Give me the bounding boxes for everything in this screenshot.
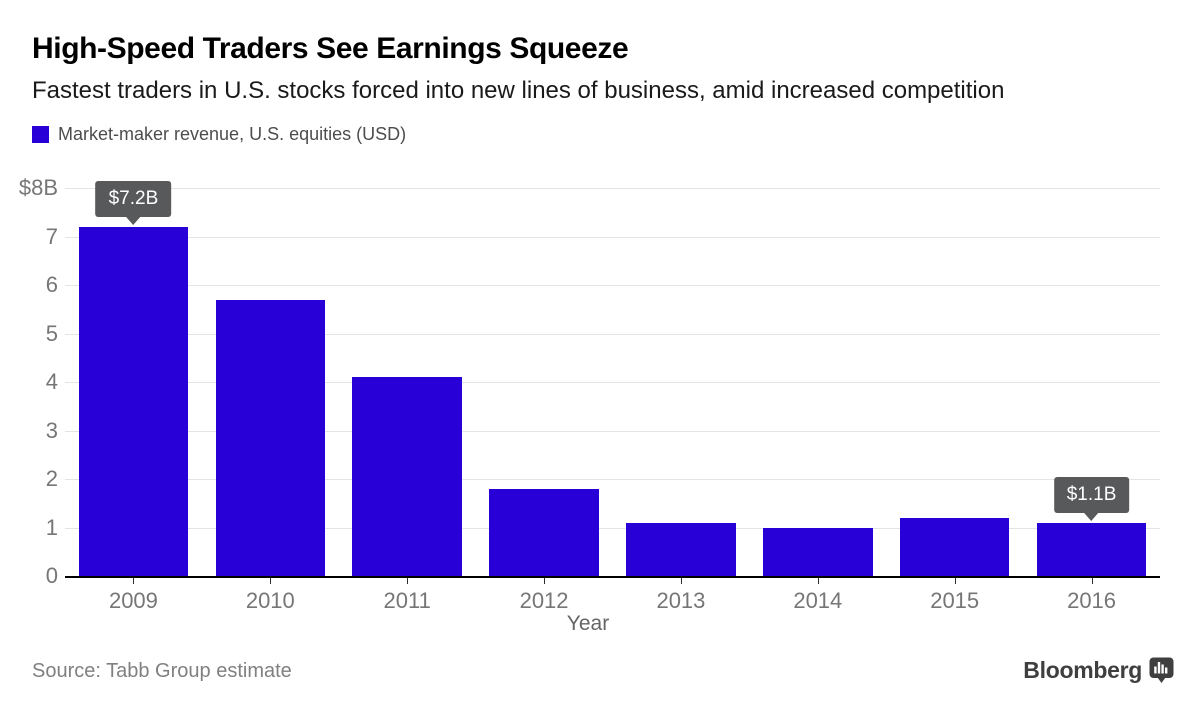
bar-2014	[763, 527, 873, 576]
x-tick-label-2013: 2013	[656, 588, 706, 613]
bar-2012	[489, 488, 599, 576]
legend: Market-maker revenue, U.S. equities (USD…	[32, 124, 406, 145]
chart-subtitle: Fastest traders in U.S. stocks forced in…	[32, 77, 1005, 104]
x-tick-label-2015: 2015	[930, 588, 980, 613]
x-tick-label-2014: 2014	[793, 588, 843, 613]
x-tick-label-2012: 2012	[519, 588, 569, 613]
x-tick-label-2009: 2009	[108, 588, 158, 613]
x-tick-2010	[270, 578, 272, 584]
bar-2009	[78, 226, 189, 576]
gridline-2	[65, 479, 1160, 480]
bloomberg-chart-bubble-icon	[1149, 657, 1174, 683]
x-tick-2011	[407, 578, 409, 584]
data-label-2009: $7.2B	[95, 180, 172, 217]
x-tick-label-2011: 2011	[383, 588, 431, 613]
gridline-4	[65, 382, 1160, 383]
source-note: Source: Tabb Group estimate	[32, 660, 292, 682]
y-tick-label-6: 6	[45, 272, 58, 297]
x-tick-2009	[133, 578, 135, 584]
gridline-3	[65, 430, 1160, 432]
data-label-2016: $1.1B	[1053, 476, 1130, 513]
gridline-1	[65, 527, 1160, 529]
x-tick-2015	[954, 578, 956, 584]
gridline-7	[65, 236, 1160, 238]
x-tick-label-2010: 2010	[245, 588, 295, 613]
y-tick-label-7: 7	[45, 223, 58, 249]
bar-2016	[1036, 522, 1147, 576]
x-tick-2014	[817, 578, 819, 584]
y-tick-label-3: 3	[45, 417, 58, 443]
y-tick-label-8: $8B	[18, 175, 58, 200]
y-tick-label-4: 4	[45, 369, 58, 394]
x-axis-title: Year	[566, 612, 610, 635]
legend-label: Market-maker revenue, U.S. equities (USD…	[58, 124, 407, 144]
x-tick-2013	[680, 578, 682, 584]
legend-swatch	[32, 126, 49, 143]
gridline-8	[65, 188, 1160, 189]
y-tick-label-0: 0	[45, 563, 58, 588]
gridline-5	[65, 333, 1160, 335]
bloomberg-logo: Bloomberg	[1023, 657, 1174, 684]
bloomberg-wordmark: Bloomberg	[1023, 657, 1142, 683]
bar-2013	[626, 522, 736, 576]
y-tick-label-2: 2	[45, 466, 58, 491]
plot-area: 2009 2010 2011 2012 2013 2014 2015 2016 $7.2B $1.…	[65, 180, 1160, 613]
x-tick-2012	[544, 578, 546, 584]
gridline-6	[65, 285, 1160, 286]
chart-title: High-Speed Traders See Earnings Squeeze	[32, 32, 629, 65]
bar-2010	[215, 299, 326, 576]
x-tick-2016	[1091, 578, 1093, 584]
bar-2011	[352, 377, 462, 576]
y-axis-labels: $8B 7 6 5 4 3 2 1 0	[0, 175, 58, 588]
x-tick-label-2016: 2016	[1067, 588, 1117, 613]
y-tick-label-5: 5	[45, 320, 58, 346]
y-tick-label-1: 1	[45, 514, 58, 540]
bar-2015	[899, 517, 1010, 576]
